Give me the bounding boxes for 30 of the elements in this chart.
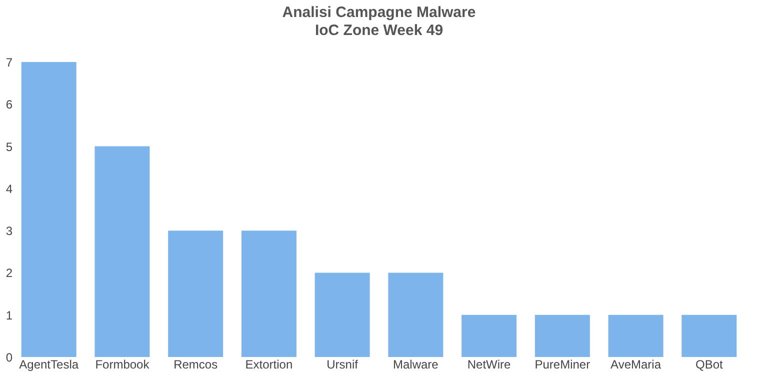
y-tick-label: 4 — [6, 182, 13, 196]
y-tick-label: 1 — [6, 308, 13, 322]
bar — [388, 272, 444, 357]
y-tick-label: 0 — [6, 350, 13, 364]
x-tick-label: AveMaria — [610, 358, 662, 372]
bar — [314, 272, 370, 357]
y-tick-label: 6 — [6, 98, 13, 112]
x-tick-label: PureMiner — [534, 358, 590, 372]
x-tick-label: Remcos — [174, 358, 218, 372]
x-tick-label: Extortion — [245, 358, 293, 372]
x-tick-label: NetWire — [467, 358, 512, 372]
y-tick-label: 2 — [6, 266, 13, 280]
x-tick-label: Malware — [393, 358, 439, 372]
chart-title: Analisi Campagne Malware — [282, 4, 476, 21]
y-tick-label: 3 — [6, 224, 13, 238]
x-tick-label: QBot — [695, 358, 724, 372]
bar — [462, 314, 517, 357]
bar — [241, 230, 296, 357]
y-tick-label: 5 — [6, 140, 13, 154]
bar — [94, 146, 150, 357]
x-tick-label: AgentTesla — [19, 358, 79, 372]
bar — [168, 230, 224, 357]
bar — [682, 314, 737, 357]
bar — [608, 314, 664, 357]
x-tick-label: Ursnif — [326, 358, 359, 372]
chart-subtitle: IoC Zone Week 49 — [314, 22, 444, 39]
x-tick-label: Formbook — [95, 358, 150, 372]
bar — [21, 62, 76, 357]
bar — [534, 314, 590, 357]
y-tick-label: 7 — [6, 56, 13, 70]
